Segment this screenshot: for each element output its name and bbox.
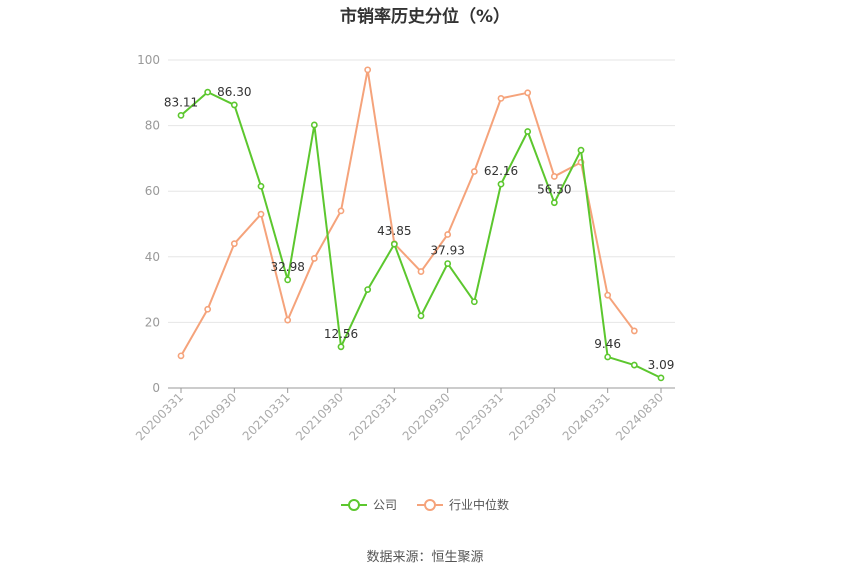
grid-layer [168,59,675,323]
plot-area: 0 20 40 60 80 100 20200331 20200930 20210331 2021… [133,53,675,443]
y-tick-label-20: 20 [145,315,160,329]
legend-label-industry-median: 行业中位数 [449,498,510,512]
series-layer [177,66,665,382]
data-label-6: 12.56 [324,327,358,341]
point-s0-18 [657,374,665,382]
data-label-0: 83.11 [164,95,198,109]
point-s0-10 [444,260,452,267]
y-tick-label-80: 80 [145,119,160,133]
x-tick-label-20200331: 20200331 [133,390,186,443]
point-s1-7 [364,66,372,74]
point-s1-1 [204,305,212,313]
point-s1-2 [230,240,238,248]
point-s1-0 [177,352,185,360]
point-s0-4 [284,276,292,284]
point-s1-5 [310,255,318,262]
legend: 公司 行业中位数 [0,496,850,513]
y-tick-label-0: 0 [152,381,160,395]
point-s0-0 [177,111,185,119]
legend-swatch-company [340,498,367,511]
data-label-16: 9.46 [594,337,621,351]
point-s1-12 [497,94,505,102]
point-s0-2 [230,101,238,109]
point-s0-9 [417,312,425,320]
legend-label-company: 公司 [372,498,397,512]
data-label-10: 37.93 [430,244,464,258]
point-s1-14 [550,173,558,180]
point-s1-11 [470,168,478,175]
data-label-12: 62.16 [484,164,518,178]
y-tick-label-40: 40 [145,250,160,264]
point-s1-3 [257,210,265,218]
series-line-1 [180,68,636,357]
point-s1-9 [417,268,425,275]
point-s0-1 [204,88,212,96]
point-s0-13 [524,128,532,135]
point-s0-5 [310,121,318,129]
data-label-4: 32.98 [270,260,304,274]
chart-title: 市销率历史分位（%） [339,7,511,27]
point-s0-3 [257,182,265,190]
point-s0-8 [390,240,398,248]
source-note: 数据来源：恒生聚源 [366,550,484,565]
point-s1-10 [444,231,452,238]
x-tick-label-20230930: 20230930 [506,390,559,443]
x-tick-label-20220930: 20220930 [400,390,453,443]
point-s1-6 [337,207,345,215]
data-label-8: 43.85 [377,224,411,238]
point-s1-4 [284,316,292,324]
x-tick-label-20200930: 20200930 [186,390,239,443]
point-s0-7 [364,286,372,293]
data-label-18: 3.09 [648,358,675,372]
point-s0-16 [604,353,612,361]
y-tick-label-60: 60 [145,184,160,198]
point-s0-15 [577,146,585,154]
legend-item-company[interactable]: 公司 [340,496,397,513]
y-tick-label-100: 100 [137,53,160,67]
point-s0-11 [470,298,478,306]
x-tick-label-20240331: 20240331 [560,390,613,443]
data-label-14: 56.50 [537,183,571,197]
legend-swatch-industry-median [417,498,443,511]
x-tick-label-20220331: 20220331 [346,390,399,443]
x-tick-label-20230331: 20230331 [453,390,506,443]
data-label-2: 86.30 [217,85,251,99]
legend-item-industry-median[interactable]: 行业中位数 [417,496,509,513]
x-tick-label-20240830: 20240830 [613,390,666,443]
x-tick-label-20210331: 20210331 [240,390,293,443]
x-tick-label-20210930: 20210930 [293,390,346,443]
point-s0-14 [550,199,558,207]
label-layer: 83.11 86.30 32.98 12.56 43.85 37.93 62.16 56.50… [164,85,675,372]
point-s0-6 [337,343,345,351]
point-s0-17 [630,361,638,369]
point-s1-16 [604,291,612,299]
series-line-0 [180,91,662,379]
point-s0-12 [497,180,505,188]
point-s1-17 [630,327,638,335]
point-s1-13 [524,89,532,97]
